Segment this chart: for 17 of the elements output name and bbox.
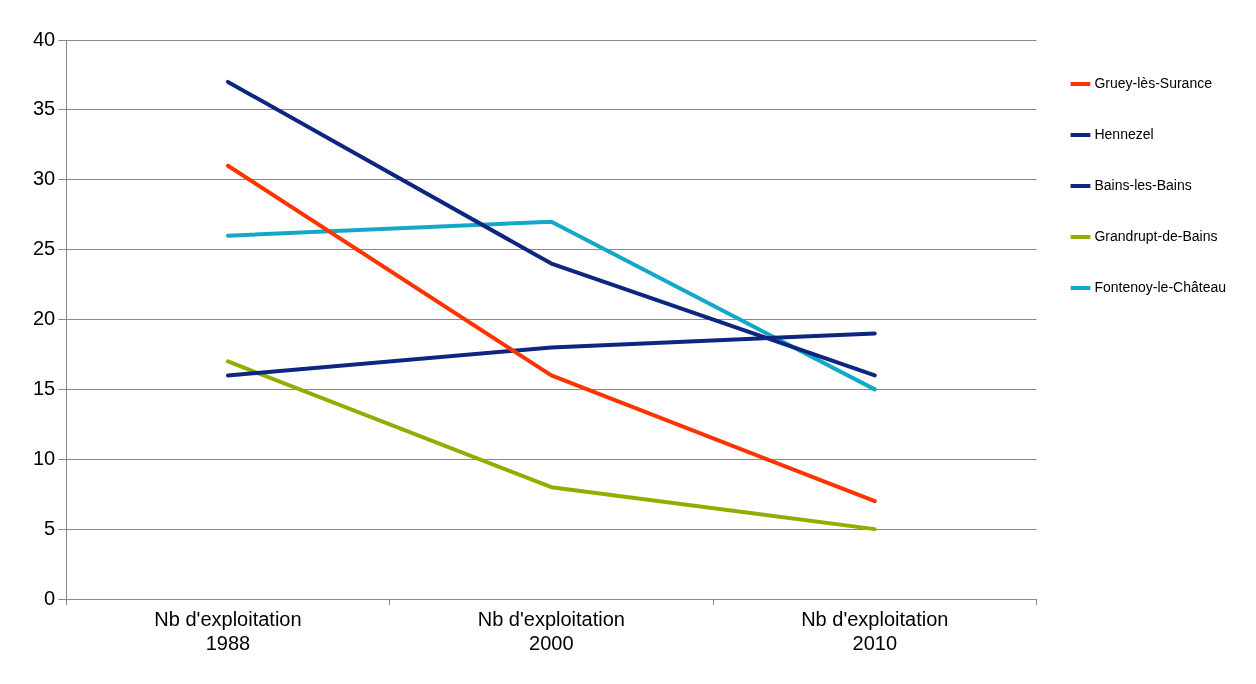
- y-tick-label: 40: [33, 27, 56, 50]
- legend-label: Bains-les-Bains: [1094, 176, 1192, 193]
- y-tick-label: 5: [44, 516, 56, 539]
- y-tick-label: 15: [33, 376, 56, 399]
- x-tick-label: Nb d'exploitation 1988: [154, 607, 302, 654]
- legend-label: Gruey-lès-Surance: [1094, 74, 1213, 91]
- y-tick-label: 35: [33, 97, 56, 120]
- x-tick-label: Nb d'exploitation 2010: [801, 607, 949, 654]
- y-tick-label: 25: [33, 237, 56, 260]
- x-tick-label: Nb d'exploitation 2000: [477, 607, 625, 654]
- y-tick-label: 10: [33, 446, 56, 469]
- legend-label: Grandrupt-de-Bains: [1094, 227, 1218, 244]
- y-tick-label: 0: [44, 586, 56, 609]
- legend-label: Fontenoy-le-Château: [1094, 278, 1227, 295]
- y-tick-label: 20: [33, 307, 56, 330]
- legend-label: Hennezel: [1094, 125, 1154, 142]
- y-tick-label: 30: [33, 167, 56, 190]
